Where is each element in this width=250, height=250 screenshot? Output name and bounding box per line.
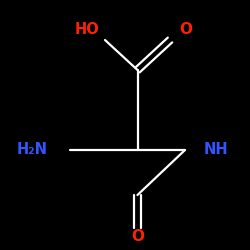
- Text: HO: HO: [75, 22, 100, 38]
- Text: O: O: [131, 229, 144, 244]
- Text: H₂N: H₂N: [17, 142, 48, 158]
- Text: NH: NH: [204, 142, 229, 158]
- Text: O: O: [180, 22, 193, 38]
